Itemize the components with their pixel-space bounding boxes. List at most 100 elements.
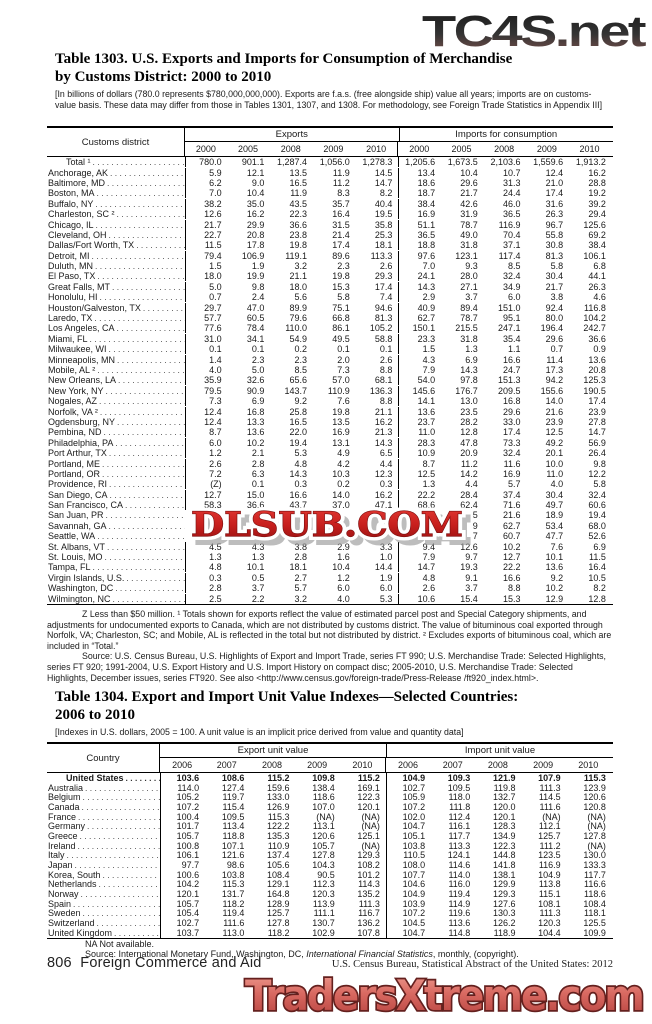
data-cell: 31.6	[545, 198, 564, 209]
data-cell: 60.6	[588, 500, 606, 511]
data-cell: 104.4	[538, 927, 561, 938]
data-cell: 5.3	[379, 593, 393, 604]
data-cell: 7.2	[185, 468, 228, 479]
census-credit: U.S. Census Bureau, Statistical Abstract…	[331, 959, 613, 970]
data-cell: 28.8	[588, 177, 606, 188]
data-cell: 0.9	[593, 344, 606, 355]
data-cell: 115.3	[222, 879, 245, 890]
table-row: Mobile, AL ² 4.0 5.0 8.5 7.3 8.8 7.9 14.3 24.7 17…	[47, 365, 613, 375]
data-cell: 123.5	[538, 850, 561, 861]
data-cell: 10.4	[332, 562, 350, 573]
data-cell: 12.4	[185, 416, 228, 427]
data-cell: 1.9	[379, 572, 393, 583]
data-cell: 6.0	[379, 583, 393, 594]
data-cell: 24.4	[502, 188, 521, 199]
data-cell: 119.6	[448, 908, 471, 919]
data-cell: 113.6	[448, 918, 471, 929]
row-label: Norway	[48, 889, 79, 900]
data-cell: 135.3	[267, 830, 290, 841]
data-cell: 110.9	[267, 840, 290, 851]
year-header: 2007	[442, 760, 463, 770]
year-header: 2009	[307, 760, 328, 770]
data-cell: 35.4	[502, 333, 521, 344]
data-cell: 110.9	[327, 385, 350, 396]
dot-leader	[115, 417, 185, 427]
data-cell: 136.2	[357, 918, 380, 929]
data-cell: 32.6	[246, 375, 265, 386]
data-cell: 0.1	[185, 344, 228, 355]
data-cell: 71.6	[502, 500, 521, 511]
data-cell: 16.6	[289, 489, 308, 500]
table-row: Wilmington, NC 2.5 2.2 3.2 4.0 5.3 10.6 15.4 15.…	[47, 593, 613, 604]
data-cell: 7.0	[398, 261, 441, 272]
data-cell: 25.8	[289, 406, 308, 417]
data-cell: 10.2	[502, 541, 521, 552]
data-cell: 4.3	[398, 354, 441, 365]
data-cell: 6.5	[379, 448, 393, 459]
dot-leader	[105, 178, 185, 188]
data-cell: 120.1	[357, 801, 380, 812]
data-cell: 127.6	[492, 898, 516, 909]
na-note: NA Not available.	[85, 939, 155, 949]
data-cell: 25.3	[374, 229, 393, 240]
data-cell: 5.0	[185, 281, 228, 292]
data-cell: 8.5	[294, 365, 308, 375]
data-cell: 0.7	[550, 344, 564, 355]
data-cell: 19.2	[588, 188, 606, 199]
data-cell: 102.7	[160, 918, 205, 929]
data-cell: 1.6	[337, 552, 350, 563]
data-cell: 209.5	[497, 385, 521, 396]
data-cell: 6.2	[185, 177, 228, 188]
data-cell: 901.1	[241, 157, 265, 168]
data-cell: 27.1	[460, 281, 478, 292]
data-cell: 43.7	[289, 500, 308, 511]
data-cell: 0.2	[337, 479, 350, 490]
data-cell: 11.5	[185, 240, 228, 251]
data-cell: 66.8	[332, 313, 350, 324]
data-cell: 7.6	[550, 541, 564, 552]
row-label: Honolulu, HI	[48, 292, 98, 303]
data-cell: 118.6	[312, 792, 335, 803]
data-cell: 16.6	[502, 572, 521, 583]
dot-leader	[97, 396, 185, 406]
data-cell: 123.9	[583, 782, 606, 793]
data-cell: 96.7	[545, 219, 564, 230]
data-cell: 102.9	[312, 927, 335, 938]
data-cell: 120.1	[492, 811, 516, 822]
year-header: 2006	[384, 758, 430, 772]
data-cell: 53.4	[545, 520, 564, 531]
table-row: United Kingdom 103.7 113.0 118.2 102.9 107.8 1…	[47, 927, 613, 938]
data-cell: 21.6	[502, 510, 521, 521]
data-cell: 107.9	[538, 772, 561, 783]
data-cell: 11.6	[503, 458, 521, 469]
dot-leader	[124, 773, 160, 783]
data-cell: 125.1	[357, 830, 380, 841]
data-cell: 22.2	[398, 489, 441, 500]
data-cell: 12.6	[460, 541, 478, 552]
row-label: Portland, ME	[48, 458, 101, 469]
data-cell: 26.3	[545, 209, 564, 220]
data-cell: 26.3	[588, 281, 606, 292]
data-cell: 113.3	[448, 840, 471, 851]
data-cell: 104.2	[160, 879, 205, 890]
data-cell: 94.2	[545, 375, 564, 386]
table-row: Charleston, SC ² 12.6 16.2 22.3 16.4 19.5 16.9…	[47, 209, 613, 220]
data-cell: 143.7	[284, 385, 308, 396]
data-cell: 13.3	[246, 416, 265, 427]
data-cell: 11.0	[398, 427, 441, 438]
data-cell: 119.4	[222, 908, 245, 919]
dot-leader	[95, 271, 185, 281]
data-cell: 1,287.4	[277, 157, 308, 168]
data-cell: 35.7	[332, 198, 350, 209]
data-cell: 100.8	[160, 840, 205, 851]
data-cell: 196.4	[540, 323, 564, 334]
data-cell: 78.4	[246, 323, 265, 334]
data-cell: 89.9	[289, 302, 308, 313]
dot-leader	[104, 386, 185, 396]
data-cell: 7.9	[398, 552, 441, 563]
data-cell: 121.9	[492, 772, 516, 783]
data-cell: 4.3	[251, 541, 265, 552]
row-label: Laredo, TX	[48, 313, 93, 324]
dot-leader	[123, 500, 185, 510]
row-label: Netherlands	[48, 879, 97, 890]
